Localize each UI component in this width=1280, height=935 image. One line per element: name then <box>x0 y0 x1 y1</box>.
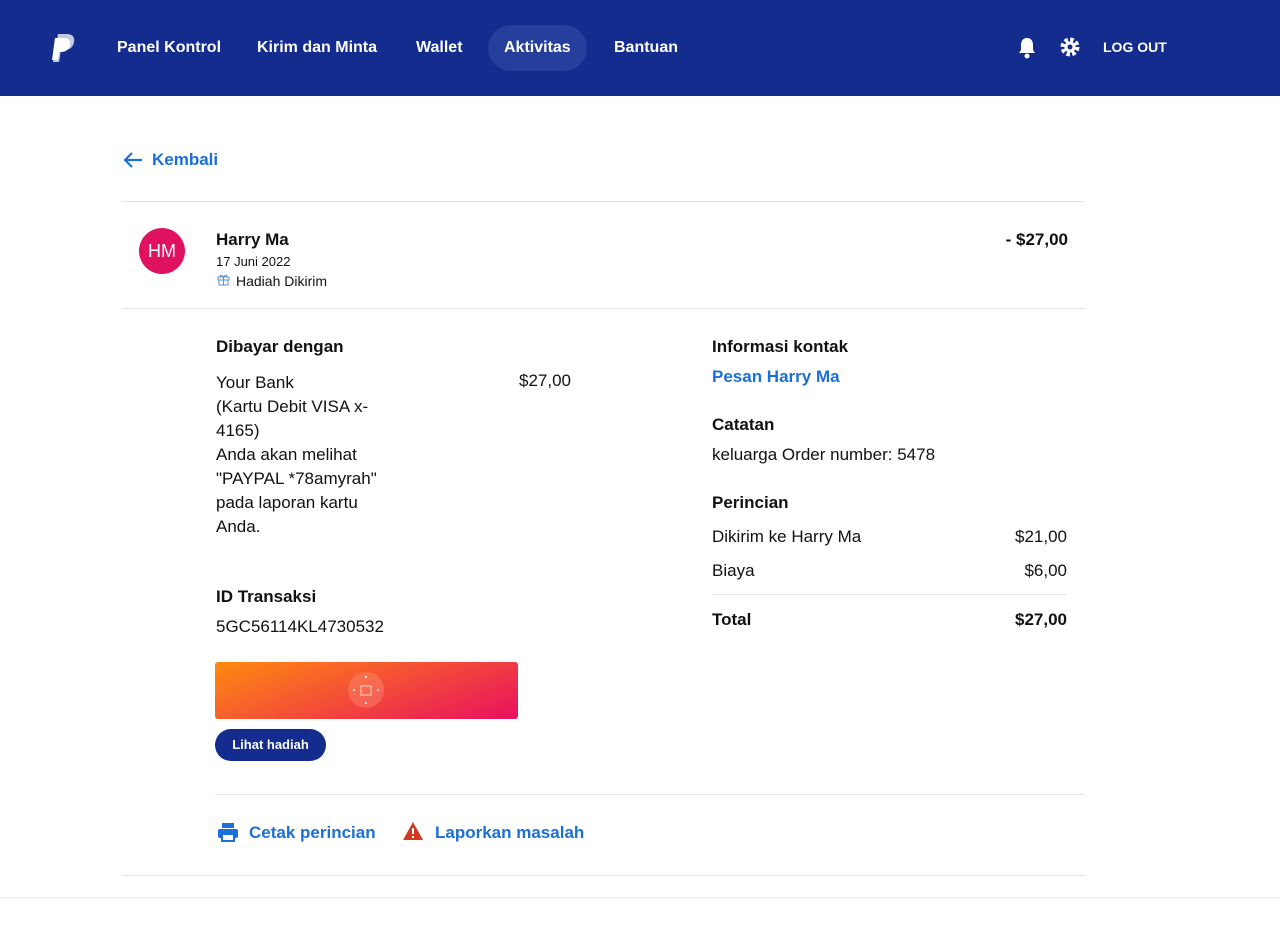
transaction-type: Hadiah Dikirim <box>236 273 328 289</box>
nav-item[interactable]: Bantuan <box>614 39 678 56</box>
detail-label: Dikirim ke Harry Ma <box>712 527 862 546</box>
counterparty-name: Harry Ma <box>216 230 289 249</box>
back-link[interactable]: Kembali <box>152 150 219 169</box>
gift-icon <box>217 274 230 286</box>
nav-item[interactable]: Kirim dan Minta <box>257 39 378 56</box>
divider <box>122 201 1085 202</box>
section-heading: Dibayar dengan <box>216 337 344 356</box>
section-heading: ID Transaksi <box>216 587 317 606</box>
logo[interactable] <box>52 34 76 62</box>
avatar: HM <box>139 228 185 274</box>
divider <box>122 308 1085 309</box>
print-icon <box>218 823 238 842</box>
contact-link[interactable]: Pesan Harry Ma <box>712 367 840 386</box>
detail-amount: $21,00 <box>1015 527 1067 546</box>
nav-item[interactable]: Wallet <box>416 39 463 56</box>
section-heading: Informasi kontak <box>712 337 849 356</box>
payment-line: (Kartu Debit VISA x-4165) <box>216 397 369 440</box>
report-link[interactable]: Laporkan masalah <box>435 823 585 842</box>
section-heading: Catatan <box>712 415 775 434</box>
gift-card[interactable] <box>215 662 518 719</box>
payment-amount: $27,00 <box>519 371 571 390</box>
total-label: Total <box>712 610 752 629</box>
note-text: keluarga Order number: 5478 <box>712 445 936 464</box>
view-gift-button[interactable]: Lihat hadiah <box>215 729 326 761</box>
top-nav: Panel Kontrol Kirim dan Minta Wallet Akt… <box>0 0 1280 96</box>
nav-item[interactable]: Aktivitas <box>488 25 587 71</box>
logout[interactable]: LOG OUT <box>1103 39 1167 55</box>
detail-label: Biaya <box>712 561 755 580</box>
transaction-id: 5GC56114KL4730532 <box>216 617 384 636</box>
warning-icon <box>403 822 423 840</box>
gift-card-icon <box>348 672 384 708</box>
payment-method: Your Bank (Kartu Debit VISA x-4165) Anda… <box>216 371 388 539</box>
print-link[interactable]: Cetak perincian <box>249 823 376 842</box>
notifications-icon[interactable] <box>1017 37 1037 59</box>
detail-amount: $6,00 <box>1024 561 1067 580</box>
settings-icon[interactable] <box>1060 37 1080 57</box>
transaction-amount: - $27,00 <box>1005 230 1068 249</box>
payment-line: Anda akan melihat "PAYPAL *78amyrah" pad… <box>216 445 377 536</box>
footer-border <box>0 897 1280 899</box>
back-arrow[interactable] <box>123 151 143 169</box>
divider <box>215 794 1085 795</box>
divider <box>712 594 1067 595</box>
divider <box>122 875 1085 876</box>
transaction-date: 17 Juni 2022 <box>216 254 291 269</box>
total-amount: $27,00 <box>1015 610 1067 629</box>
section-heading: Perincian <box>712 493 789 512</box>
payment-line: Your Bank <box>216 373 294 392</box>
nav-item[interactable]: Panel Kontrol <box>117 39 222 56</box>
